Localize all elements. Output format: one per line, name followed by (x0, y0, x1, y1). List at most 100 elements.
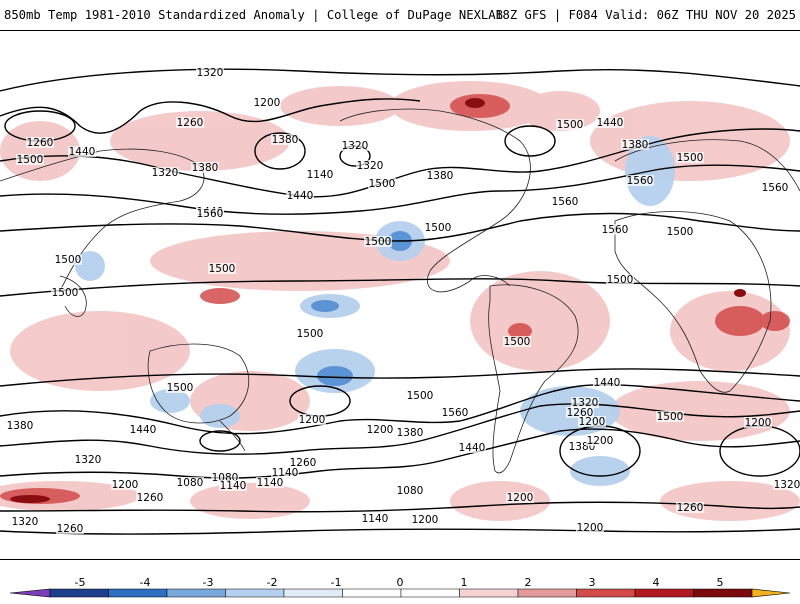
contour-label-bg (368, 178, 396, 189)
colorbar-tick-label: 1 (460, 576, 468, 589)
contour-label: 1260 (290, 457, 317, 469)
contour-label: 1260 (27, 137, 54, 149)
contour-label: 1500 (504, 336, 531, 348)
contour-label: 1260 (177, 117, 204, 129)
contour-label: 1200 (577, 522, 604, 534)
contour-label: 1380 (397, 427, 424, 439)
contour-label: 1200 (507, 492, 534, 504)
colorbar-bin (400, 588, 460, 598)
contour-label-bg (68, 146, 96, 157)
colorbar-bin (693, 588, 753, 598)
contour-label-bg (626, 175, 654, 186)
contour-label: 1560 (627, 175, 654, 187)
contour-label-bg (16, 154, 44, 165)
contour-label: 1140 (272, 467, 299, 479)
contour-label-bg (578, 416, 606, 427)
contour-label: 1380 (427, 170, 454, 182)
contour-label-bg (606, 274, 634, 285)
contour-label: 1320 (774, 479, 800, 491)
contour-label-bg (11, 516, 39, 527)
colorbar-tick-label: -4 (139, 576, 151, 589)
contour-label: 1200 (579, 416, 606, 428)
colorbar-scale (9, 588, 791, 598)
contour-label-bg (593, 377, 621, 388)
contour-label: 1500 (657, 411, 684, 423)
contour-label: 1260 (57, 523, 84, 535)
contour-label: 1500 (667, 226, 694, 238)
contour-label-bg (271, 134, 299, 145)
height-contours (0, 68, 800, 535)
contour-label: 1200 (412, 514, 439, 526)
contour-label-bg (306, 169, 334, 180)
contour-label-bg (761, 182, 789, 193)
contour-label-bg (356, 160, 384, 171)
colorbar-tick-label: 0 (396, 576, 404, 589)
contour-label: 1500 (17, 154, 44, 166)
contour-label-bg (196, 67, 224, 78)
contour-label: 1440 (597, 117, 624, 129)
contour-label: 1200 (299, 414, 326, 426)
contour-label: 1500 (557, 119, 584, 131)
contour-label-bg (166, 382, 194, 393)
weather-map[interactable]: 1320 1260 1200 1260 1380 1320 1440 1500 1380 1320… (0, 30, 800, 560)
colorbar: -5 -4 -3 -2 -1 0 1 2 3 4 5 (0, 565, 800, 600)
contour-label: 1320 (152, 167, 179, 179)
contour-label-bg (253, 97, 281, 108)
contour-label-bg (136, 492, 164, 503)
contour-label-bg (676, 502, 704, 513)
colorbar-bin (225, 588, 285, 598)
contour-label-bg (551, 196, 579, 207)
contour-label-bg (211, 472, 239, 483)
colorbar-tick-label: 2 (524, 576, 532, 589)
contour-label-bg (111, 479, 139, 490)
contour-label-bg (676, 152, 704, 163)
contour-label: 1560 (762, 182, 789, 194)
colorbar-tick-label: 3 (588, 576, 596, 589)
contour-label: 1200 (112, 479, 139, 491)
contour-label: 1500 (425, 222, 452, 234)
colorbar-bin (517, 588, 577, 598)
contour-label-bg (296, 328, 324, 339)
contour-label-bg (54, 254, 82, 265)
contour-label: 1200 (587, 435, 614, 447)
contour-label: 1200 (367, 424, 394, 436)
colorbar-tick-label: -2 (266, 576, 278, 589)
contour-label-bg (576, 522, 604, 533)
contour-label-bg (406, 390, 434, 401)
contour-label-bg (601, 224, 629, 235)
contour-label: 1440 (69, 146, 96, 158)
contour-label-bg (6, 420, 34, 431)
contour-label: 1500 (607, 274, 634, 286)
contour-label: 1380 (622, 139, 649, 151)
contour-label: 1320 (572, 397, 599, 409)
contour-label-bg (666, 226, 694, 237)
model-run-info: 18Z GFS | F084 Valid: 06Z THU NOV 20 202… (495, 8, 796, 22)
contour-label: 1140 (257, 477, 284, 489)
contour-label-bg (26, 137, 54, 148)
contour-labels: 1320 1260 1200 1260 1380 1320 1440 1500 1380 1320… (6, 67, 800, 535)
contour-label: 1440 (130, 424, 157, 436)
colorbar-bin (459, 588, 519, 598)
contour-label: 1260 (677, 502, 704, 514)
colorbar-tick-label: 4 (652, 576, 660, 589)
contour-label: 1440 (287, 190, 314, 202)
colorbar-min-arrow (9, 588, 51, 598)
contour-label: 1500 (52, 287, 79, 299)
contour-label-bg (396, 427, 424, 438)
contour-label: 1560 (197, 208, 224, 220)
colorbar-tick-label: -1 (330, 576, 342, 589)
contour-label: 1500 (167, 382, 194, 394)
contour-label: 1320 (12, 516, 39, 528)
contour-label: 1320 (357, 160, 384, 172)
colorbar-tick-label: -3 (202, 576, 214, 589)
extreme-warm-anomaly-shading (10, 98, 746, 503)
contour-label-bg (56, 523, 84, 534)
strong-cold-anomaly-shading (311, 231, 412, 386)
colorbar-bin (342, 588, 402, 598)
contour-label-bg (744, 417, 772, 428)
colorbar-tick-label: -5 (74, 576, 86, 589)
contour-label: 1320 (197, 67, 224, 79)
contour-label-bg (566, 407, 594, 418)
contour-label: 1320 (342, 140, 369, 152)
colorbar-bin (576, 588, 636, 598)
